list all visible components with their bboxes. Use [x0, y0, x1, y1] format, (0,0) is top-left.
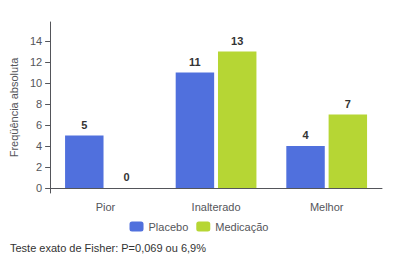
- svg-text:8: 8: [36, 98, 42, 110]
- svg-text:0: 0: [36, 182, 42, 194]
- svg-text:Placebo: Placebo: [149, 221, 189, 233]
- svg-text:10: 10: [30, 77, 42, 89]
- svg-text:5: 5: [81, 119, 87, 131]
- svg-text:Teste exato de Fisher: P=0,069: Teste exato de Fisher: P=0,069 ou 6,9%: [10, 242, 206, 254]
- svg-text:6: 6: [36, 119, 42, 131]
- svg-text:0: 0: [124, 171, 130, 183]
- svg-text:13: 13: [231, 35, 243, 47]
- svg-text:4: 4: [302, 129, 309, 141]
- svg-text:Inalterado: Inalterado: [192, 201, 241, 213]
- svg-text:Medicação: Medicação: [215, 221, 268, 233]
- svg-text:Melhor: Melhor: [310, 201, 344, 213]
- svg-text:Pior: Pior: [96, 201, 116, 213]
- svg-text:11: 11: [189, 56, 201, 68]
- svg-text:Freqüência absoluta: Freqüência absoluta: [8, 57, 20, 158]
- svg-text:14: 14: [30, 35, 42, 47]
- svg-text:12: 12: [30, 56, 42, 68]
- svg-text:2: 2: [36, 161, 42, 173]
- svg-text:4: 4: [36, 140, 42, 152]
- svg-text:7: 7: [345, 98, 351, 110]
